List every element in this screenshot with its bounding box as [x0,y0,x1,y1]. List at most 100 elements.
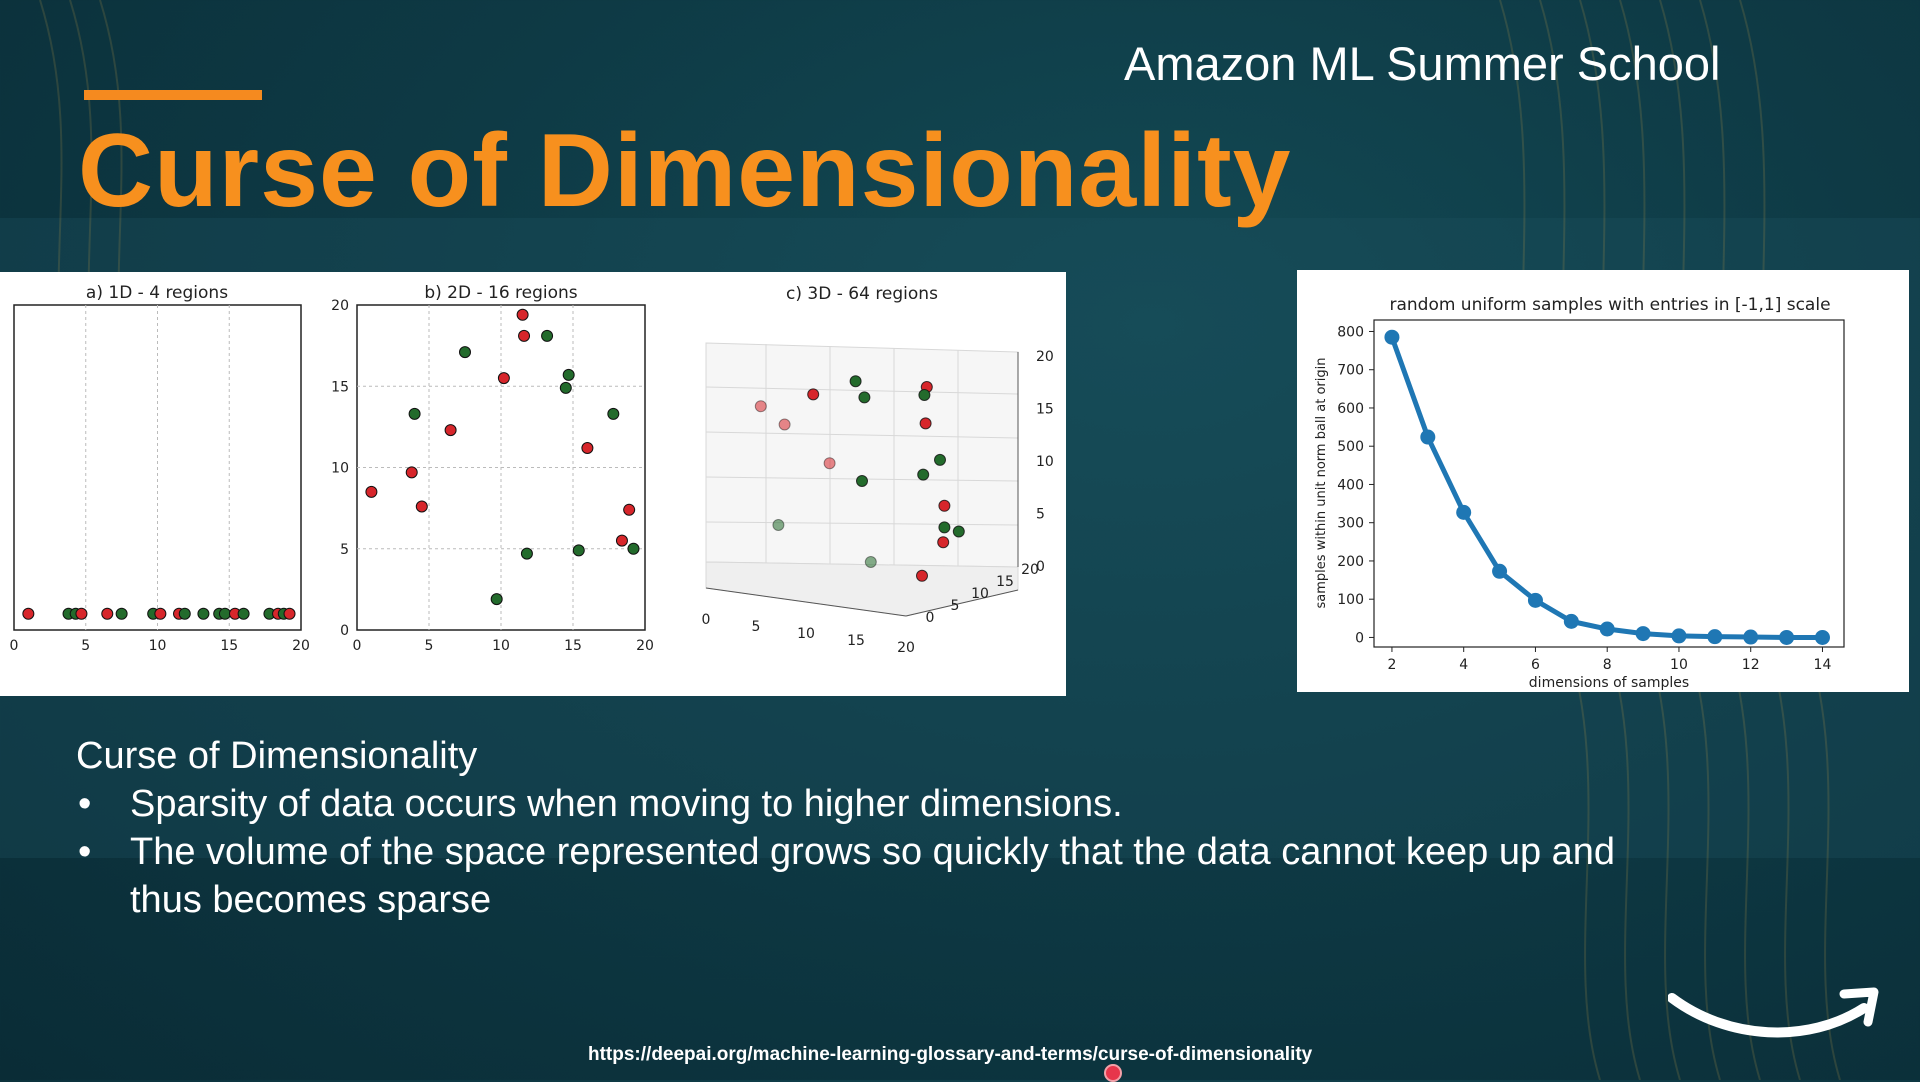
line-chart-ylabel: samples within unit norm ball at origin [1314,358,1329,609]
data-point [772,519,785,531]
data-point [1456,504,1472,520]
data-point [938,521,951,534]
z-tick-label: 15 [1036,402,1054,418]
data-point [408,407,421,420]
y-tick-label: 20 [1021,562,1039,578]
data-point [807,388,820,401]
data-point [856,475,868,487]
x-tick-label: 0 [353,638,362,654]
data-point [754,400,767,413]
x-tick-label: 15 [847,633,865,649]
x-tick-label: 15 [220,638,238,654]
x-tick-label: 10 [1670,657,1688,673]
data-point [22,607,35,620]
y-tick-label: 20 [331,298,349,314]
data-point [1743,629,1759,645]
data-point [1599,621,1615,637]
data-point [75,607,88,620]
y-tick-label: 700 [1337,363,1364,379]
data-point [415,500,428,513]
data-point [919,417,932,430]
data-point [405,466,418,479]
data-point [218,607,231,620]
data-point [197,607,210,620]
data-point [1420,429,1436,445]
pointer-indicator [1104,1064,1122,1082]
y-tick-label: 5 [951,598,960,614]
line-chart-marks: 2 4 6 8 10 12 14 0 100 200 300 400 500 600 700 800 [1337,324,1831,673]
data-point [283,607,296,620]
z-tick-label: 20 [1036,349,1054,365]
data-point [1492,563,1508,579]
data-point [623,503,636,516]
y-tick-label: 600 [1337,401,1364,417]
data-point [917,468,930,481]
x-tick-label: 4 [1459,657,1468,673]
data-point [627,542,640,555]
y-tick-label: 0 [340,623,349,639]
x-tick-label: 0 [10,638,19,654]
z-tick-label: 10 [1036,454,1054,470]
subplot-b-marks: 0 5 10 15 20 0 5 10 15 20 [331,298,654,654]
data-point [178,607,191,620]
bullet-item: • The volume of the space represented gr… [76,828,1690,924]
y-tick-label: 800 [1337,324,1364,340]
y-tick-label: 5 [340,542,349,558]
y-tick-label: 0 [1355,630,1364,646]
subplot-c-title: c) 3D - 64 regions [786,284,938,304]
data-point [952,525,965,538]
y-tick-label: 15 [331,379,349,395]
y-tick-label: 10 [971,586,989,602]
data-point [516,308,529,321]
data-point [1671,628,1687,644]
regions-figure-panel: a) 1D - 4 regions 0 5 10 15 20 b) 2D - 16 re… [0,272,1066,696]
x-tick-label: 10 [492,638,510,654]
series-line [1389,336,1823,640]
bullet-dot: • [78,831,92,873]
body-heading: Curse of Dimensionality [76,735,478,777]
data-point [154,607,167,620]
data-point [237,607,250,620]
x-tick-label: 5 [425,638,434,654]
x-tick-label: 15 [564,638,582,654]
y-tick-label: 200 [1337,554,1364,570]
data-point [934,453,946,466]
data-point [1527,592,1543,608]
line-chart-xlabel: dimensions of samples [1529,675,1689,691]
x-tick-label: 20 [292,638,310,654]
source-link[interactable]: https://deepai.org/machine-learning-glos… [588,1044,1313,1065]
slide-title: Curse of Dimensionality [78,113,1292,229]
x-tick-label: 10 [797,626,815,642]
y-tick-label: 10 [331,461,349,477]
line-chart-frame [1373,319,1845,648]
x-tick-label: 14 [1814,657,1832,673]
data-point [778,418,791,431]
subplot-a-title: a) 1D - 4 regions [86,283,228,303]
samples-figure-panel: random uniform samples with entries in [… [1297,270,1909,692]
y-tick-label: 300 [1337,516,1364,532]
data-point [497,372,510,385]
z-tick-label: 0 [1036,559,1045,575]
data-point [444,424,457,437]
y-tick-label: 400 [1337,477,1364,493]
data-point [518,329,531,342]
data-point [1563,613,1579,629]
y-tick-label: 500 [1337,439,1364,455]
data-point [823,457,836,470]
bullet-text: Sparsity of data occurs when moving to h… [130,783,1123,825]
x-tick-label: 10 [149,638,167,654]
subplot-a-marks: 0 5 10 15 20 [10,305,310,654]
data-point [1635,626,1651,642]
data-point [365,485,378,498]
data-point [849,375,862,388]
x-tick-label: 12 [1742,657,1760,673]
title-accent-bar [84,90,262,100]
data-point [520,547,533,560]
subplot-c-box [705,342,1019,617]
data-point [1814,629,1830,645]
z-tick-label: 5 [1036,507,1045,523]
data-point [459,346,471,359]
data-point [541,329,554,342]
y-tick-label: 0 [926,610,935,626]
